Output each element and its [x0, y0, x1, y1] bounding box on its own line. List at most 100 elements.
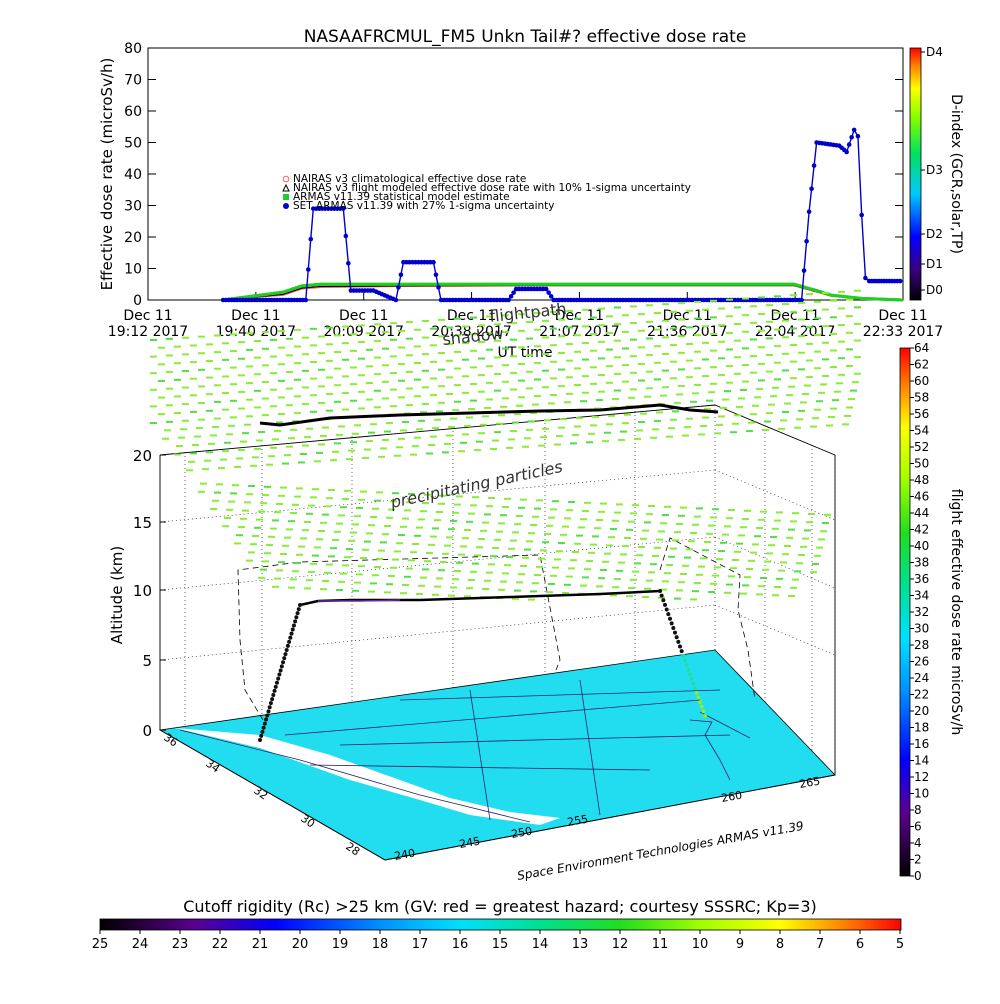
flight-point: [285, 643, 290, 648]
data-point: [812, 288, 816, 292]
dose-rate-colorbar-ticks: 0246810121416182022242628303234363840424…: [910, 341, 929, 883]
y-tick-label: 0: [133, 293, 142, 309]
data-point: [553, 282, 557, 286]
data-point: [758, 282, 762, 286]
data-point: [363, 282, 367, 286]
data-point: [747, 282, 751, 286]
data-point: [247, 295, 251, 299]
data-point: [721, 282, 725, 286]
data-point: [617, 282, 621, 286]
x-tick-label-date: Dec 11: [339, 308, 388, 324]
data-point: [403, 282, 407, 286]
data-point: [657, 282, 661, 286]
data-point: [855, 133, 861, 139]
data-point: [536, 282, 540, 286]
data-point: [270, 292, 274, 296]
flight-point: [659, 593, 664, 598]
data-point: [611, 282, 615, 286]
data-point: [675, 282, 679, 286]
flight-point: [668, 616, 672, 621]
flight-point: [681, 653, 686, 658]
flight-point: [265, 713, 270, 718]
flight-point: [683, 658, 687, 663]
data-point: [556, 282, 560, 286]
data-point: [738, 282, 742, 286]
dose-colorbar-tick-label: 52: [914, 440, 929, 454]
y-tick-label: 50: [124, 136, 142, 152]
data-point: [366, 282, 370, 286]
rigidity-tick-label: 13: [572, 937, 589, 952]
dose-colorbar-tick-label: 16: [914, 737, 929, 751]
data-point: [880, 297, 884, 301]
data-point: [789, 282, 793, 286]
data-point: [305, 267, 311, 272]
data-point: [733, 282, 737, 286]
data-point: [386, 282, 390, 286]
data-point: [393, 297, 399, 303]
data-point: [857, 296, 861, 300]
x-tick-label-date: Dec 11: [123, 308, 172, 324]
data-point: [652, 282, 656, 286]
flight-point: [260, 729, 265, 734]
data-point: [620, 282, 624, 286]
dose-colorbar-tick-label: 44: [914, 506, 929, 520]
data-point: [559, 282, 563, 286]
data-point: [244, 295, 248, 299]
rigidity-tick-label: 7: [816, 937, 824, 952]
data-point: [818, 289, 822, 293]
dose-colorbar-tick-label: 20: [914, 704, 929, 718]
data-point: [686, 282, 690, 286]
data-point: [892, 298, 896, 302]
data-point: [377, 282, 381, 286]
dose-colorbar-tick-label: 46: [914, 490, 929, 504]
data-point: [827, 292, 831, 296]
data-point: [707, 282, 711, 286]
data-point: [629, 282, 633, 286]
data-point: [418, 282, 422, 286]
data-point: [655, 282, 659, 286]
data-point: [839, 294, 843, 298]
flight-point: [277, 672, 282, 677]
data-point: [508, 294, 514, 299]
flight-point: [669, 621, 674, 626]
dose-colorbar-tick-label: 18: [914, 721, 929, 735]
precipitating-particles-annotation: precipitating particles: [388, 457, 564, 512]
data-point: [409, 282, 413, 286]
data-point: [490, 282, 494, 286]
data-point: [250, 294, 254, 298]
data-point: [848, 295, 852, 299]
flight-point: [673, 630, 677, 635]
data-point: [316, 282, 320, 286]
data-point: [481, 282, 485, 286]
x-tick-label-date: Dec 11: [447, 308, 496, 324]
shadow-projection: [237, 537, 756, 721]
data-point: [473, 282, 477, 286]
data-point: [284, 289, 288, 293]
z-tick-label: 10: [133, 582, 152, 600]
series-line-3: [223, 128, 903, 301]
data-point: [389, 282, 393, 286]
x-tick-label-date: Dec 11: [555, 308, 604, 324]
flight-path: [258, 403, 719, 742]
dose-colorbar-tick-label: 26: [914, 655, 929, 669]
top-y-axis: 0 10 20 30 40 50 60 70 80: [124, 41, 903, 309]
legend-symbol: [283, 194, 289, 200]
rigidity-tick-label: 23: [172, 937, 189, 952]
legend-entry: ARMAS v11.39 statistical model estimate: [293, 191, 510, 203]
top-chart-title: NASAAFRCMUL_FM5 Unkn Tail#? effective do…: [304, 27, 747, 47]
data-point: [394, 282, 398, 286]
data-point: [496, 282, 500, 286]
data-point: [464, 282, 468, 286]
data-point: [438, 282, 442, 286]
dose-colorbar-tick-label: 50: [914, 457, 929, 471]
flight-point: [694, 690, 699, 695]
data-point: [351, 282, 355, 286]
rigidity-tick-label: 19: [332, 937, 349, 952]
data-point: [815, 289, 819, 293]
data-point: [712, 282, 716, 286]
data-point: [692, 282, 696, 286]
legend-entry: NAIRAS v3 climatological effective dose …: [293, 173, 526, 185]
data-point: [811, 163, 817, 168]
